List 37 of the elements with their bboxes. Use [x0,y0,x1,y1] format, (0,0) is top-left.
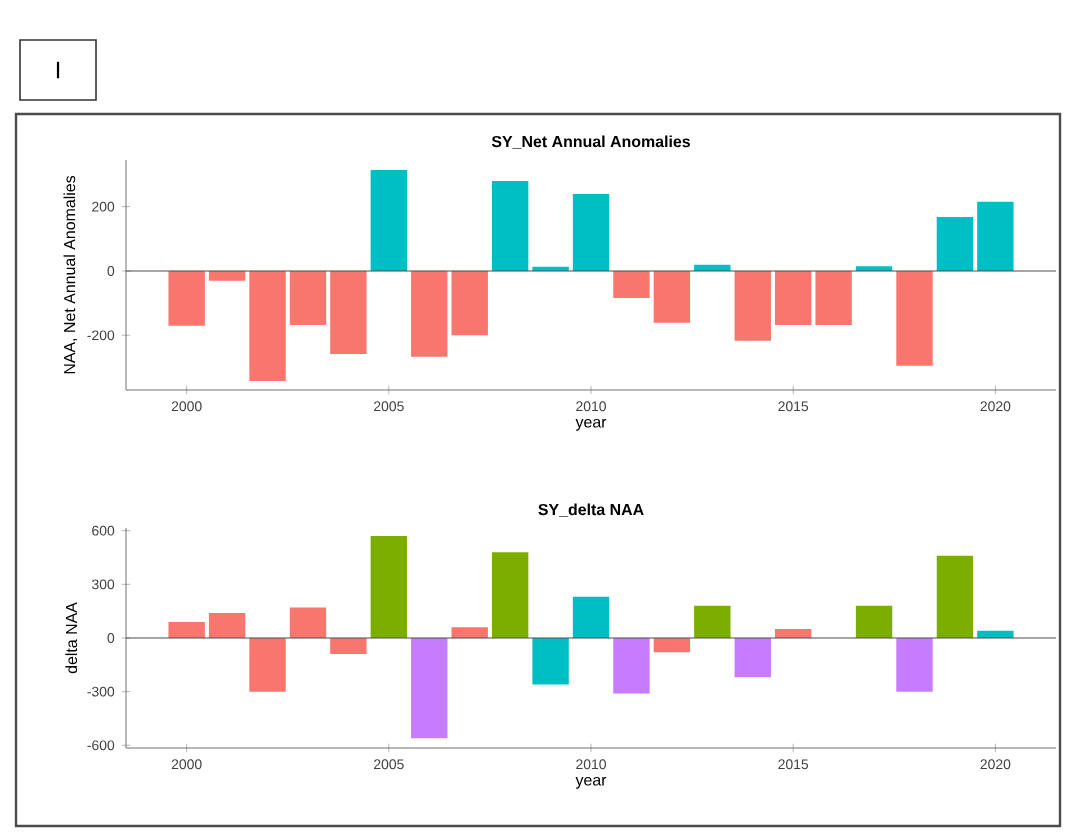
bar [977,201,1014,271]
bar [896,637,933,692]
bar [289,270,327,326]
bar [613,637,650,694]
bar [249,270,286,381]
bar [168,270,205,326]
bar [653,270,691,323]
bar [774,270,812,326]
bar [491,180,529,271]
bar [896,270,933,366]
bar [653,637,691,653]
bar [370,536,408,638]
bar [330,270,367,354]
bar [411,637,448,739]
bar [491,552,529,638]
bar [572,596,610,638]
bar [532,637,569,685]
bar [936,216,974,271]
text: I [56,61,60,79]
bar [370,169,408,271]
bar [613,270,650,298]
bar [451,627,488,638]
bar [572,194,610,271]
bar [734,637,771,678]
bar [694,605,731,638]
bar [289,607,327,638]
bar [451,270,488,336]
bar [855,605,893,638]
bar [815,270,852,326]
bar [208,270,246,281]
bar [734,270,771,341]
bar [249,637,286,692]
bar [411,270,448,357]
bar [208,612,246,638]
bar [936,555,974,638]
bar [330,637,367,655]
bar [168,621,205,638]
